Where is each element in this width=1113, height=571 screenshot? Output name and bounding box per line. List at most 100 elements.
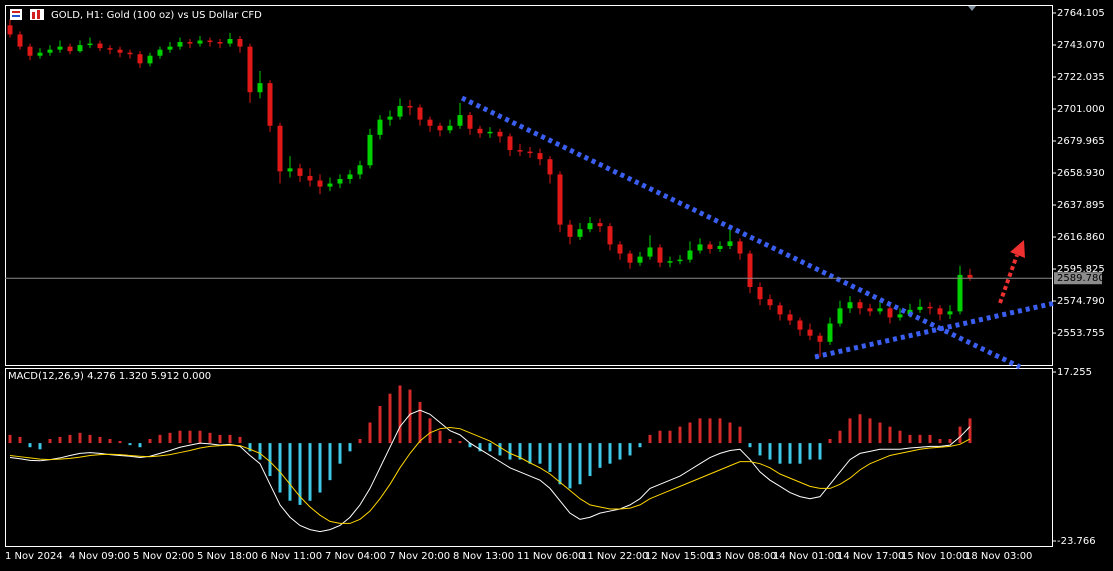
- candle-body: [657, 247, 663, 263]
- histogram-bar: [378, 406, 382, 444]
- candle-body: [877, 308, 883, 312]
- y-tick-label: 2764.105: [1057, 8, 1105, 19]
- candle-body: [457, 115, 463, 126]
- candle-body: [807, 329, 813, 336]
- histogram-bar: [898, 430, 902, 444]
- candle-body: [237, 39, 243, 47]
- candle-body: [547, 159, 553, 175]
- main-pane-frame: [5, 5, 1053, 366]
- indicator-title: MACD(12,26,9) 4.276 1.320 5.912 0.000: [8, 371, 211, 382]
- candle-body: [87, 43, 93, 46]
- candle-body: [817, 335, 823, 342]
- histogram-bar: [798, 443, 802, 464]
- histogram-bar: [878, 422, 882, 444]
- candle-body: [287, 168, 293, 172]
- x-tick-label: 8 Nov 13:00: [453, 551, 514, 562]
- x-tick-label: 12 Nov 15:00: [645, 551, 712, 562]
- x-tick-label: 5 Nov 18:00: [197, 551, 258, 562]
- histogram-bar: [528, 443, 532, 464]
- candle-body: [47, 49, 53, 53]
- candle-body: [647, 247, 653, 257]
- candle-body: [927, 306, 933, 309]
- candle-body: [247, 46, 253, 93]
- histogram-bar: [538, 443, 542, 464]
- histogram-bar: [828, 438, 832, 444]
- candle-body: [917, 306, 923, 310]
- x-tick-label: 6 Nov 11:00: [261, 551, 322, 562]
- histogram-bar: [678, 426, 682, 444]
- x-tick-label: 4 Nov 09:00: [69, 551, 130, 562]
- y-tick-label: 17.255: [1057, 367, 1092, 378]
- y-tick-label: -23.766: [1057, 536, 1096, 547]
- candle-body: [317, 180, 323, 187]
- histogram-bar: [728, 422, 732, 444]
- histogram-bar: [888, 426, 892, 444]
- candle-body: [587, 223, 593, 230]
- histogram-bar: [368, 422, 372, 444]
- candle-body: [827, 323, 833, 342]
- candle-body: [967, 274, 973, 278]
- candle-body: [157, 49, 163, 56]
- histogram-bar: [168, 432, 172, 444]
- histogram-bar: [578, 443, 582, 485]
- candle-body: [857, 302, 863, 309]
- arrow-line: [998, 254, 1019, 304]
- icon: [32, 12, 35, 19]
- histogram-bar: [158, 434, 162, 444]
- candle-body: [757, 287, 763, 300]
- plot-layer: [7, 19, 973, 533]
- candle-body: [357, 165, 363, 175]
- symbol-icons: [10, 9, 44, 20]
- candle-body: [777, 305, 783, 315]
- candle-body: [677, 259, 683, 262]
- histogram-bar: [868, 418, 872, 444]
- candle-body: [577, 229, 583, 237]
- candle-body: [307, 175, 313, 181]
- histogram-bar: [518, 443, 522, 460]
- candle-body: [597, 223, 603, 227]
- histogram-bar: [188, 430, 192, 444]
- histogram-bar: [718, 418, 722, 444]
- histogram-bar: [498, 443, 502, 456]
- icon: [37, 10, 40, 19]
- x-tick-label: 5 Nov 02:00: [133, 551, 194, 562]
- candle-body: [257, 83, 263, 93]
- icon: [12, 11, 20, 13]
- candle-body: [417, 107, 423, 120]
- candle-body: [687, 250, 693, 260]
- candle-body: [867, 308, 873, 312]
- candle-body: [617, 244, 623, 254]
- candle-body: [537, 153, 543, 160]
- candle-body: [407, 105, 413, 108]
- histogram-bar: [178, 430, 182, 444]
- histogram-bar: [548, 443, 552, 472]
- candle-body: [627, 253, 633, 263]
- candle-body: [747, 253, 753, 288]
- histogram-bar: [488, 443, 492, 452]
- candle-body: [737, 241, 743, 254]
- y-tick-label: 2595.825: [1057, 264, 1105, 275]
- x-tick-label: 11 Nov 22:00: [581, 551, 648, 562]
- histogram-bar: [418, 401, 422, 444]
- histogram-bar: [508, 443, 512, 460]
- macd-pane-frame: [5, 368, 1053, 547]
- histogram-bar: [808, 443, 812, 460]
- histogram-bar: [598, 443, 602, 468]
- x-tick-label: 14 Nov 01:00: [773, 551, 840, 562]
- histogram-bar: [918, 434, 922, 444]
- candle-body: [447, 125, 453, 131]
- histogram-bar: [698, 418, 702, 444]
- candle-body: [397, 105, 403, 117]
- candle-body: [487, 131, 493, 134]
- candle-body: [177, 42, 183, 47]
- candle-body: [667, 261, 673, 263]
- histogram-bar: [968, 418, 972, 444]
- candle-body: [727, 241, 733, 246]
- histogram-bar: [638, 443, 642, 448]
- histogram-bar: [308, 443, 312, 501]
- histogram-bar: [458, 441, 462, 444]
- y-tick-label: 2658.930: [1057, 168, 1105, 179]
- histogram-bar: [448, 438, 452, 444]
